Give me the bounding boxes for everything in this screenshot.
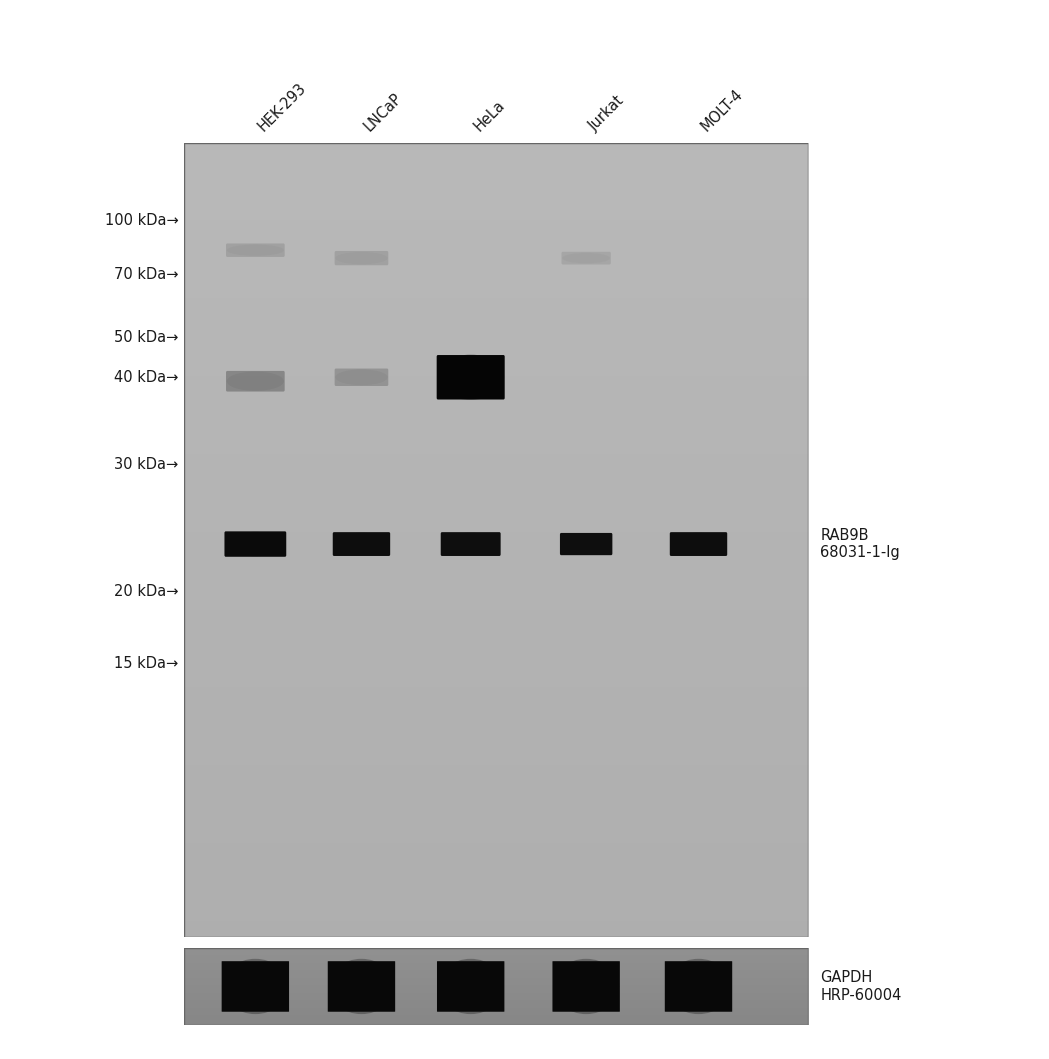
FancyBboxPatch shape <box>327 962 395 1011</box>
Text: LNCaP: LNCaP <box>362 91 405 134</box>
FancyBboxPatch shape <box>553 962 620 1011</box>
Text: 70 kDa→: 70 kDa→ <box>114 267 178 282</box>
Ellipse shape <box>562 253 611 264</box>
Ellipse shape <box>437 958 504 1015</box>
FancyBboxPatch shape <box>561 252 611 265</box>
Ellipse shape <box>442 533 500 555</box>
FancyBboxPatch shape <box>335 251 388 266</box>
Text: 15 kDa→: 15 kDa→ <box>114 656 178 670</box>
FancyBboxPatch shape <box>665 962 732 1011</box>
Text: 30 kDa→: 30 kDa→ <box>114 457 178 472</box>
Text: 40 kDa→: 40 kDa→ <box>114 370 178 384</box>
Text: www.PTGLAB.COM: www.PTGLAB.COM <box>342 552 560 571</box>
FancyBboxPatch shape <box>226 371 284 392</box>
Ellipse shape <box>665 958 731 1015</box>
FancyBboxPatch shape <box>226 244 284 257</box>
Text: RAB9B
68031-1-Ig: RAB9B 68031-1-Ig <box>820 527 900 560</box>
Ellipse shape <box>560 534 612 555</box>
Ellipse shape <box>328 958 394 1015</box>
Ellipse shape <box>227 245 284 256</box>
FancyBboxPatch shape <box>335 369 388 385</box>
Ellipse shape <box>553 958 619 1015</box>
Ellipse shape <box>670 533 727 555</box>
FancyBboxPatch shape <box>560 533 613 555</box>
Ellipse shape <box>336 370 387 385</box>
FancyBboxPatch shape <box>333 532 390 556</box>
FancyBboxPatch shape <box>441 532 500 556</box>
Ellipse shape <box>227 372 284 391</box>
FancyBboxPatch shape <box>224 532 286 557</box>
Text: 100 kDa→: 100 kDa→ <box>105 213 178 229</box>
Text: Jurkat: Jurkat <box>586 93 627 134</box>
Text: 20 kDa→: 20 kDa→ <box>114 585 178 599</box>
Text: HEK-293: HEK-293 <box>255 80 309 134</box>
FancyBboxPatch shape <box>437 962 505 1011</box>
Text: 50 kDa→: 50 kDa→ <box>114 330 178 345</box>
Ellipse shape <box>437 355 505 400</box>
Ellipse shape <box>222 958 288 1015</box>
FancyBboxPatch shape <box>436 355 505 399</box>
Ellipse shape <box>336 252 387 265</box>
FancyBboxPatch shape <box>670 532 727 556</box>
Text: GAPDH
HRP-60004: GAPDH HRP-60004 <box>820 970 902 1003</box>
Text: HeLa: HeLa <box>471 97 508 134</box>
FancyBboxPatch shape <box>221 962 290 1011</box>
Ellipse shape <box>226 532 285 556</box>
Text: MOLT-4: MOLT-4 <box>699 87 746 134</box>
Ellipse shape <box>334 533 389 555</box>
